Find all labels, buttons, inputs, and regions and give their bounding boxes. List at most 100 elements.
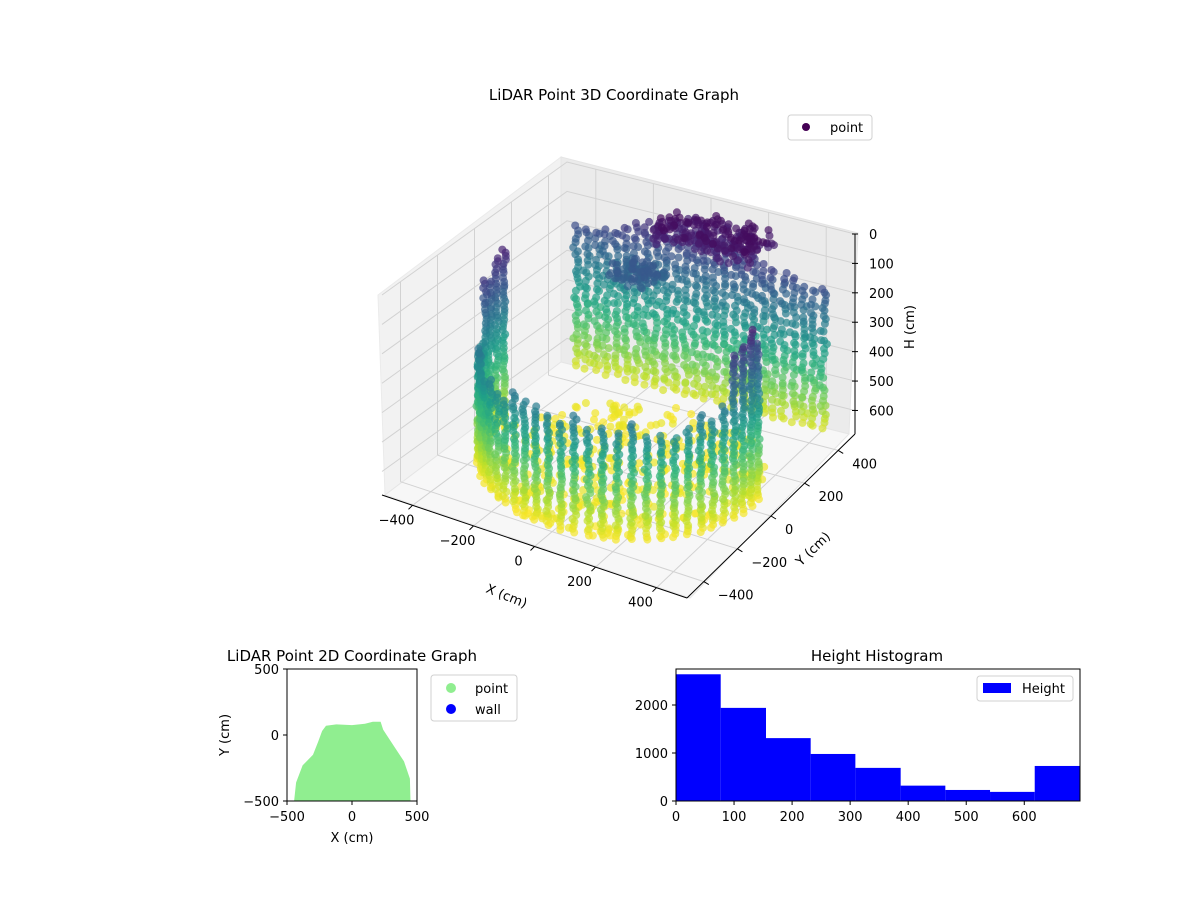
point-3d (778, 379, 787, 388)
point-3d (614, 429, 623, 438)
point-3d (532, 492, 541, 501)
point-3d (531, 419, 540, 428)
point-3d (730, 503, 739, 512)
y-tick-label-3d: 200 (819, 490, 844, 505)
point-3d (474, 355, 483, 364)
point-3d (500, 407, 509, 415)
point-3d (698, 326, 707, 335)
point-3d (621, 376, 630, 384)
point-3d (739, 445, 748, 454)
point-3d (584, 468, 593, 477)
point-3d (597, 427, 606, 436)
point-3d (631, 219, 640, 227)
point-3d (617, 275, 626, 284)
point-3d (613, 446, 622, 454)
point-3d (661, 359, 669, 368)
point-3d (767, 335, 775, 344)
point-3d (596, 456, 605, 465)
point-3d (644, 279, 653, 288)
point-3d (508, 399, 517, 407)
y-tick-label-histogram: 2000 (635, 699, 668, 714)
point-3d (569, 433, 578, 442)
point-3d (655, 472, 664, 481)
point-3d (730, 237, 739, 245)
point-3d (630, 234, 639, 242)
x-tick-label-histogram: 300 (838, 810, 863, 825)
point-3d (509, 420, 518, 429)
histogram-bar (945, 789, 991, 801)
grid-line (381, 220, 856, 355)
point-3d (481, 305, 489, 314)
point-3d (569, 411, 578, 420)
point-3d (671, 480, 680, 489)
point-3d (521, 423, 530, 432)
point-3d (620, 403, 629, 412)
point-3d (739, 343, 748, 352)
point-3d (626, 501, 635, 510)
point-3d (652, 240, 661, 249)
point-3d (582, 493, 591, 502)
point-3d (709, 278, 718, 287)
x-tick-3d (469, 525, 474, 531)
point-3d (571, 221, 580, 230)
point-3d (788, 319, 797, 328)
point-3d (501, 435, 510, 444)
point-3d (611, 351, 620, 360)
point-3d (622, 251, 631, 260)
point-3d (700, 265, 709, 274)
point-3d (695, 239, 703, 248)
histogram-bar (720, 707, 766, 801)
point-3d (653, 318, 662, 327)
point-3d (592, 307, 601, 316)
point-3d (556, 483, 565, 492)
point-3d (681, 378, 690, 387)
point-3d (638, 284, 647, 293)
point-3d (605, 454, 614, 463)
axes-frame-histogram (675, 668, 1081, 802)
point-3d (556, 454, 565, 463)
point-3d (582, 454, 591, 463)
point-3d (509, 427, 518, 436)
point-3d (789, 397, 798, 406)
point-3d (669, 351, 678, 360)
point-3d (500, 372, 509, 381)
y-tick-label-3d: −400 (718, 589, 754, 604)
point-3d (520, 486, 528, 495)
point-3d (753, 344, 762, 353)
point-3d (662, 296, 671, 305)
point-3d (741, 248, 750, 257)
point-3d (629, 242, 638, 251)
point-3d (491, 425, 500, 434)
point-3d (719, 505, 728, 514)
point-3d (731, 301, 739, 310)
point-3d (511, 455, 520, 464)
point-3d (479, 294, 488, 303)
y-tick-label-2d: 0 (271, 729, 279, 744)
point-3d (612, 453, 621, 462)
point-3d (530, 484, 539, 493)
point-3d (770, 321, 779, 330)
point-3d (656, 437, 665, 446)
point-3d (808, 359, 817, 368)
point-3d (687, 327, 696, 336)
point-3d (544, 469, 553, 477)
point-3d (601, 371, 610, 379)
point-3d (630, 274, 639, 283)
y-tick-3d (804, 482, 810, 487)
point-3d (646, 421, 655, 430)
point-3d (484, 443, 493, 452)
point-3d (727, 345, 736, 354)
legend-histogram-label: Height (1022, 682, 1065, 697)
point-3d (611, 358, 619, 367)
point-3d (520, 450, 529, 459)
point-3d (475, 349, 484, 358)
point-3d (598, 333, 607, 342)
point-3d (662, 247, 670, 256)
point-3d (687, 410, 696, 419)
point-3d (669, 494, 678, 503)
point-3d (683, 477, 692, 486)
point-3d (790, 338, 799, 347)
point-3d (808, 320, 817, 329)
point-3d (718, 383, 727, 392)
